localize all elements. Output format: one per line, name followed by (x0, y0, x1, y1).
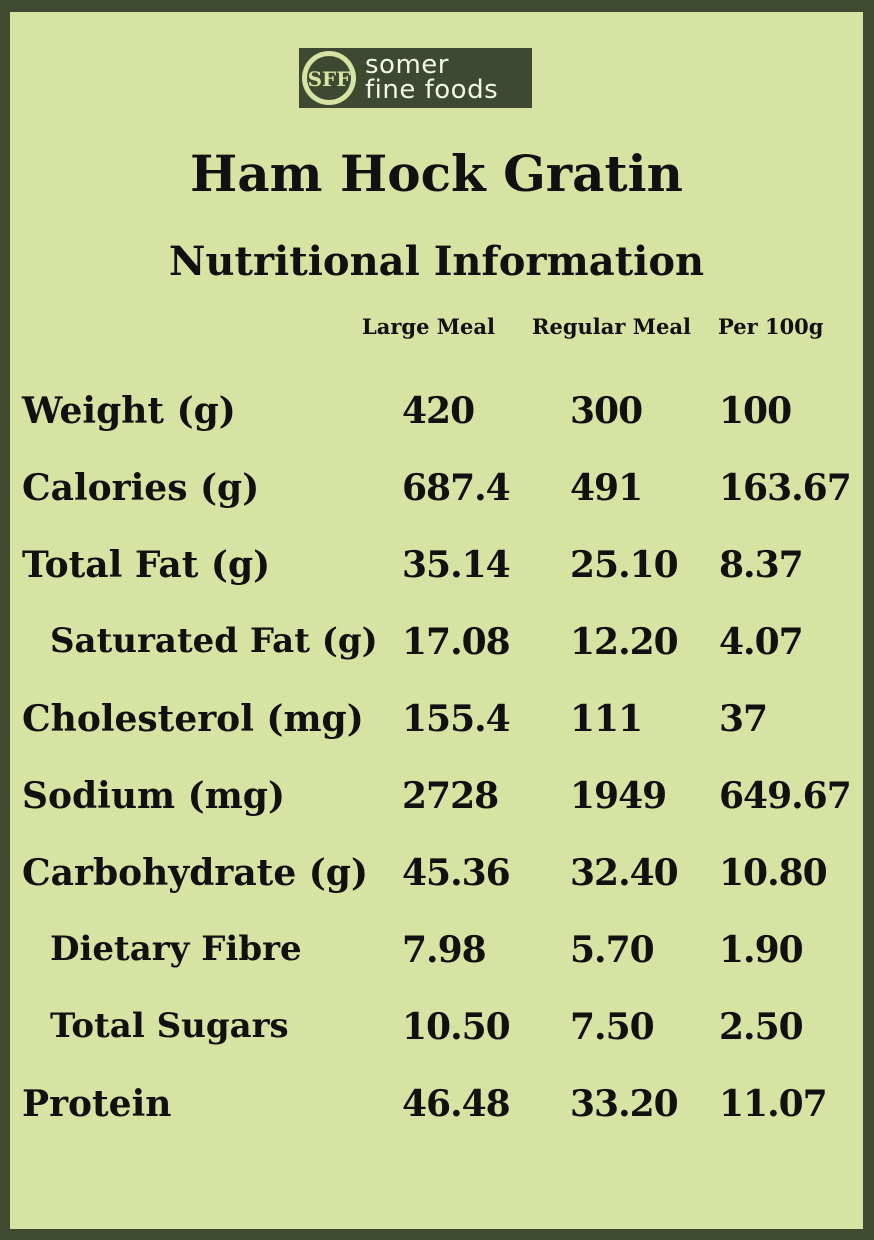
value-regular-meal: 33.20 (570, 1083, 679, 1125)
nutrient-label: Sodium (mg) (22, 775, 285, 817)
table-row: Carbohydrate (g) 45.36 32.40 10.80 (10, 852, 863, 912)
nutrient-label: Carbohydrate (g) (22, 852, 368, 894)
value-large-meal: 35.14 (402, 544, 511, 586)
brand-logo: SFF somer fine foods (299, 48, 532, 108)
column-header-regular: Regular Meal (532, 314, 691, 339)
nutrient-label: Protein (22, 1083, 172, 1125)
nutrient-label: Saturated Fat (g) (50, 621, 378, 661)
table-row: Weight (g) 420 300 100 (10, 390, 863, 450)
value-per-100g: 1.90 (719, 929, 804, 971)
value-per-100g: 4.07 (719, 621, 804, 663)
value-large-meal: 45.36 (402, 852, 511, 894)
value-regular-meal: 300 (570, 390, 643, 432)
table-row: Protein 46.48 33.20 11.07 (10, 1083, 863, 1143)
value-regular-meal: 25.10 (570, 544, 679, 586)
nutrient-label: Total Sugars (50, 1006, 289, 1046)
nutrient-label: Dietary Fibre (50, 929, 302, 969)
value-large-meal: 10.50 (402, 1006, 511, 1048)
value-per-100g: 8.37 (719, 544, 804, 586)
table-row: Saturated Fat (g) 17.08 12.20 4.07 (10, 621, 863, 681)
value-regular-meal: 12.20 (570, 621, 679, 663)
value-per-100g: 11.07 (719, 1083, 828, 1125)
nutrient-label: Total Fat (g) (22, 544, 271, 586)
value-large-meal: 420 (402, 390, 475, 432)
sff-monogram-icon: SFF (299, 48, 359, 108)
value-large-meal: 17.08 (402, 621, 511, 663)
table-row: Sodium (mg) 2728 1949 649.67 (10, 775, 863, 835)
value-regular-meal: 491 (570, 467, 643, 509)
section-subtitle: Nutritional Information (168, 238, 705, 285)
brand-name-line2: fine foods (365, 75, 499, 105)
table-row: Total Fat (g) 35.14 25.10 8.37 (10, 544, 863, 604)
value-regular-meal: 111 (570, 698, 643, 740)
value-large-meal: 2728 (402, 775, 499, 817)
value-regular-meal: 1949 (570, 775, 667, 817)
value-per-100g: 649.67 (719, 775, 852, 817)
logo-letters: SFF (308, 67, 351, 91)
value-per-100g: 10.80 (719, 852, 828, 894)
value-per-100g: 100 (719, 390, 792, 432)
value-per-100g: 2.50 (719, 1006, 804, 1048)
table-row: Total Sugars 10.50 7.50 2.50 (10, 1006, 863, 1066)
nutrition-card: SFF somer fine foods Ham Hock Gratin Nut… (10, 12, 863, 1229)
nutrient-label: Weight (g) (22, 390, 236, 432)
value-regular-meal: 32.40 (570, 852, 679, 894)
value-per-100g: 163.67 (719, 467, 852, 509)
column-header-large: Large Meal (362, 314, 495, 339)
table-row: Cholesterol (mg) 155.4 111 37 (10, 698, 863, 758)
nutrient-label: Cholesterol (mg) (22, 698, 364, 740)
value-regular-meal: 7.50 (570, 1006, 655, 1048)
nutrient-label: Calories (g) (22, 467, 260, 509)
value-large-meal: 155.4 (402, 698, 511, 740)
product-title: Ham Hock Gratin (190, 144, 683, 203)
value-regular-meal: 5.70 (570, 929, 655, 971)
value-per-100g: 37 (719, 698, 768, 740)
table-row: Dietary Fibre 7.98 5.70 1.90 (10, 929, 863, 989)
brand-name-line1: somer (365, 50, 449, 80)
table-row: Calories (g) 687.4 491 163.67 (10, 467, 863, 527)
brand-name: somer fine foods (365, 50, 499, 105)
value-large-meal: 7.98 (402, 929, 487, 971)
column-header-per100g: Per 100g (718, 314, 824, 339)
value-large-meal: 46.48 (402, 1083, 511, 1125)
value-large-meal: 687.4 (402, 467, 511, 509)
